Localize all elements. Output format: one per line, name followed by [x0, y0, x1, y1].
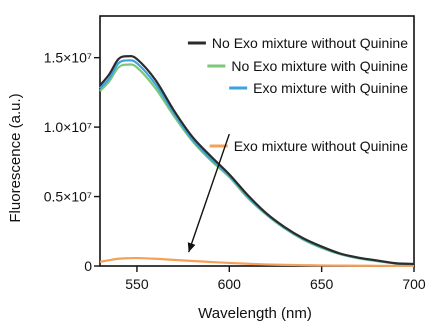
y-tick-label: 0.5×10⁷ — [44, 189, 92, 205]
series-lines — [99, 55, 415, 267]
y-tick-label: 1.5×10⁷ — [44, 50, 92, 66]
annotation-arrow — [187, 133, 230, 253]
plot-frame — [99, 15, 415, 267]
x-tick-label: 650 — [310, 276, 334, 292]
x-tick-label: 550 — [125, 276, 149, 292]
x-axis-label: Wavelength (nm) — [198, 305, 312, 322]
series-line-no-exo-mixture-without-quinine — [99, 55, 415, 266]
series-line-exo-mixture-without-quinine — [99, 256, 415, 267]
annotation-label: Exo mixture without Quinine — [234, 138, 409, 154]
legend: No Exo mixture without Quinine No Exo mix… — [187, 35, 408, 96]
y-axis: 0 0.5×10⁷ 1.0×10⁷ 1.5×10⁷ — [44, 50, 100, 274]
plot-area — [99, 15, 415, 267]
x-tick-label: 700 — [402, 276, 426, 292]
legend-label: No Exo mixture with Quinine — [231, 58, 408, 74]
legend-label: Exo mixture with Quinine — [253, 80, 408, 96]
annotation-arrowhead — [187, 242, 196, 253]
x-tick-label: 600 — [218, 276, 242, 292]
y-tick-label: 1.0×10⁷ — [44, 119, 92, 135]
y-axis-label: Fluorescence (a.u.) — [7, 93, 24, 222]
x-axis: 550 600 650 700 — [125, 266, 426, 292]
annotation: Exo mixture without Quinine — [187, 133, 409, 253]
legend-label: No Exo mixture without Quinine — [212, 35, 408, 51]
y-tick-label: 0 — [84, 258, 92, 274]
